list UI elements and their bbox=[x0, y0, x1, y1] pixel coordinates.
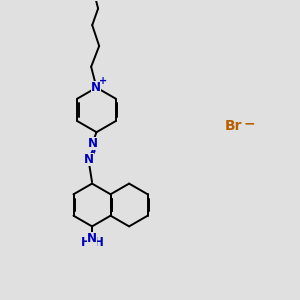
Text: +: + bbox=[99, 76, 107, 86]
Text: Br: Br bbox=[224, 119, 242, 133]
Text: N: N bbox=[84, 153, 94, 166]
Text: H: H bbox=[81, 236, 90, 249]
Text: N: N bbox=[87, 232, 97, 245]
Text: H: H bbox=[94, 236, 103, 249]
Text: N: N bbox=[88, 137, 98, 150]
Text: N: N bbox=[91, 81, 101, 94]
Text: −: − bbox=[244, 116, 255, 130]
